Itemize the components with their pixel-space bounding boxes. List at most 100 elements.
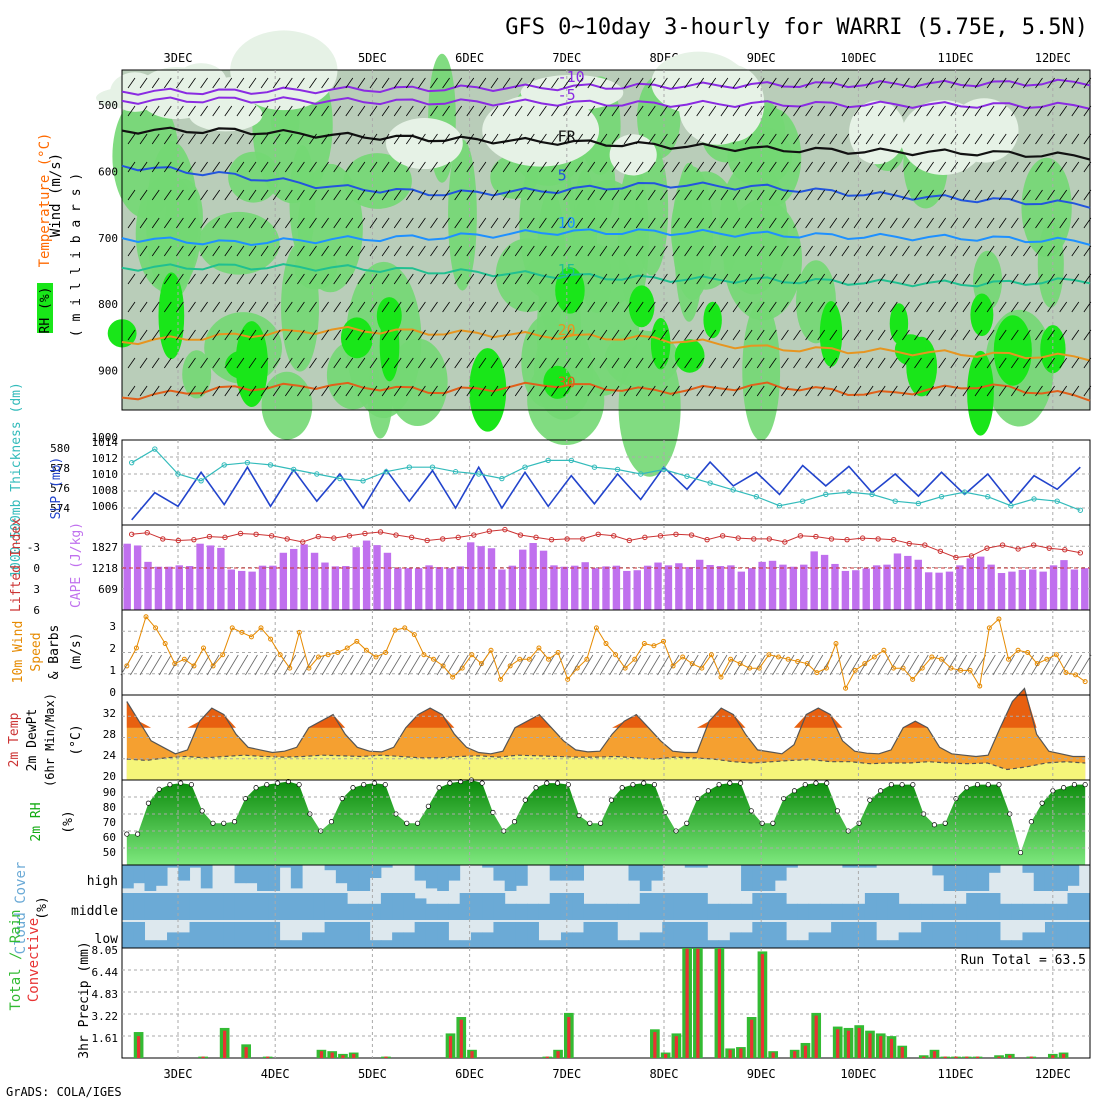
wind-barb (756, 105, 765, 117)
wind-barb (369, 77, 378, 89)
wind-barb (1071, 245, 1080, 257)
wind-barb (539, 77, 547, 89)
wind-barb-10m (705, 654, 718, 676)
wind-barb (575, 301, 584, 313)
wind-barb (793, 133, 801, 145)
wind-barb (466, 217, 475, 229)
wind-barb (393, 329, 402, 341)
rh-point (1018, 850, 1024, 856)
cloud-high-bar (1022, 865, 1035, 873)
wind-barb (418, 189, 426, 201)
rh-point (727, 780, 733, 786)
wind-speed-point (660, 638, 666, 644)
rh-point (899, 782, 905, 788)
wind-barb (418, 77, 426, 89)
wind-barb-10m (235, 654, 249, 676)
wind-barb (127, 245, 136, 257)
wind-speed-point (191, 663, 197, 669)
wind-barb (1071, 105, 1080, 117)
wind-barb (829, 217, 838, 229)
cloud-low-bar (1056, 922, 1068, 948)
wind-barb (1035, 385, 1043, 397)
wind-barb (1010, 329, 1019, 341)
wind-barb (381, 329, 390, 341)
wind-barb-10m (331, 654, 345, 676)
wind-barb (865, 329, 874, 341)
wind-barb-10m (676, 654, 690, 676)
wind-barb (938, 217, 947, 229)
cloud-middle-bar (493, 893, 506, 920)
wind-barb (841, 273, 850, 285)
wind-barb (1010, 301, 1019, 313)
cloud-low-bar (515, 922, 528, 948)
wind-barb (914, 329, 922, 341)
wind-barb (599, 329, 608, 341)
wind-barb-10m (848, 654, 862, 676)
wind-barb (526, 329, 535, 341)
wind-barb (768, 77, 777, 89)
wind-barb (563, 273, 571, 285)
cloud-low-bar (167, 932, 179, 948)
cloud-middle-bar (313, 893, 326, 920)
precip-convective-bar (793, 1051, 797, 1058)
cloud-middle-bar (122, 893, 134, 920)
wind-barb (405, 301, 414, 313)
wind-barb (708, 77, 717, 89)
cloud-middle-bar (977, 893, 990, 920)
rh-region-saturated (674, 339, 705, 373)
wind-barb (284, 77, 293, 89)
wind-barb-10m (407, 654, 421, 676)
wind-barb (188, 77, 196, 89)
wind-barb (502, 105, 511, 117)
cloud-low-bar (606, 922, 618, 948)
wind-speed-point (498, 676, 504, 682)
cape-bar (654, 562, 662, 610)
wind-barb (865, 301, 874, 313)
cloud-low-bar (178, 932, 191, 948)
cloud-high-bar (324, 865, 337, 871)
wind-barb (430, 161, 438, 173)
wind-barb (914, 161, 922, 173)
wind-barb (151, 301, 160, 313)
wind-barb-10m (139, 654, 153, 676)
cape-bar (123, 543, 131, 610)
wind-barb (200, 301, 208, 313)
wind-barb (914, 385, 922, 397)
wind-barb (575, 385, 584, 397)
wind-barb (635, 385, 644, 397)
cloud-middle-bar (358, 903, 371, 920)
isotherm-label: 15 (558, 261, 576, 279)
wind-barb (1035, 133, 1043, 145)
cape-bar (800, 564, 808, 610)
rh-point (135, 831, 141, 837)
precip-convective-bar (846, 1030, 851, 1058)
cape-bar (435, 567, 444, 610)
thickness-point (152, 446, 158, 452)
wind-barb (768, 245, 777, 257)
wind-barb-10m (609, 654, 622, 676)
cloud-high-bar (133, 865, 146, 884)
rh-point (296, 782, 302, 788)
rh-region (343, 153, 412, 209)
precip-tick: 3.22 (92, 1010, 119, 1023)
wind-barb (1083, 189, 1092, 201)
wind-barb (889, 217, 898, 229)
wind-barb (248, 385, 257, 397)
wind-barb (369, 301, 378, 313)
cape-bar (1081, 568, 1089, 610)
wind-barb (611, 217, 620, 229)
cloud-high-bar (515, 865, 528, 886)
cloud-low-bar (144, 940, 157, 948)
wind-barb (938, 189, 947, 201)
wind-barb (793, 301, 801, 313)
wind-barb (321, 385, 329, 397)
wind-barb (768, 357, 777, 369)
wind-barb (647, 77, 656, 89)
cloud-middle-bar (606, 903, 618, 920)
rh-point (361, 782, 367, 788)
wind-barb (260, 189, 269, 201)
cape-bar (185, 566, 194, 610)
cloud-high-bar (358, 865, 371, 891)
rh-region-saturated (894, 334, 926, 366)
wind-barb (793, 273, 801, 285)
